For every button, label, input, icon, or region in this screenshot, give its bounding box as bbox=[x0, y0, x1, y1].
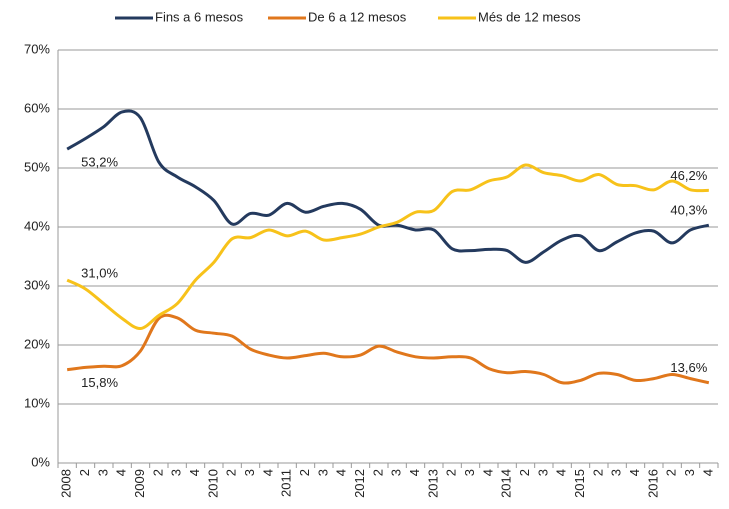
legend-label: Més de 12 mesos bbox=[478, 9, 581, 24]
x-tick-label: 4 bbox=[627, 469, 642, 476]
x-tick-label: 2014 bbox=[499, 469, 514, 498]
x-tick-label: 2010 bbox=[205, 469, 220, 498]
data-label: 31,0% bbox=[81, 266, 118, 281]
x-tick-label: 2 bbox=[664, 469, 679, 476]
x-tick-label: 3 bbox=[535, 469, 550, 476]
y-tick-label: 30% bbox=[24, 277, 50, 292]
data-label: 40,3% bbox=[670, 203, 707, 218]
data-label: 46,2% bbox=[670, 168, 707, 183]
data-label: 13,6% bbox=[670, 360, 707, 375]
x-tick-label: 4 bbox=[334, 469, 349, 476]
x-tick-label: 2011 bbox=[279, 469, 294, 497]
x-tick-label: 4 bbox=[114, 469, 129, 476]
x-tick-label: 4 bbox=[700, 469, 715, 476]
x-tick-label: 2 bbox=[517, 469, 532, 476]
line bbox=[66, 109, 710, 264]
x-tick-label: 4 bbox=[187, 469, 202, 476]
x-tick-label: 2 bbox=[224, 469, 239, 476]
x-tick-label: 3 bbox=[389, 469, 404, 476]
y-tick-label: 20% bbox=[24, 336, 50, 351]
x-tick-label: 2 bbox=[297, 469, 312, 476]
x-tick-label: 2 bbox=[150, 469, 165, 476]
x-tick-label: 4 bbox=[480, 469, 495, 476]
line bbox=[66, 163, 709, 330]
x-tick-label: 4 bbox=[260, 469, 275, 476]
legend-label: De 6 a 12 mesos bbox=[308, 9, 407, 24]
y-tick-label: 60% bbox=[24, 100, 50, 115]
x-tick-label: 2 bbox=[444, 469, 459, 476]
data-label: 15,8% bbox=[81, 375, 118, 390]
legend-label: Fins a 6 mesos bbox=[155, 9, 244, 24]
x-tick-label: 3 bbox=[242, 469, 257, 476]
x-tick-label: 3 bbox=[462, 469, 477, 476]
y-tick-label: 40% bbox=[24, 218, 50, 233]
x-tick-label: 2009 bbox=[132, 469, 147, 498]
x-tick-label: 3 bbox=[95, 469, 110, 476]
x-tick-label: 2 bbox=[77, 469, 92, 476]
y-tick-label: 10% bbox=[24, 395, 50, 410]
x-tick-label: 3 bbox=[682, 469, 697, 476]
x-tick-label: 3 bbox=[315, 469, 330, 476]
x-tick-label: 3 bbox=[609, 469, 624, 476]
x-tick-label: 4 bbox=[407, 469, 422, 476]
x-tick-label: 2013 bbox=[425, 469, 440, 498]
x-tick-label: 3 bbox=[169, 469, 184, 476]
x-tick-label: 2 bbox=[370, 469, 385, 476]
x-tick-label: 2015 bbox=[572, 469, 587, 498]
y-tick-label: 0% bbox=[31, 454, 50, 469]
line bbox=[66, 313, 710, 385]
x-tick-label: 2008 bbox=[59, 469, 74, 498]
data-label: 53,2% bbox=[81, 155, 118, 170]
y-tick-label: 50% bbox=[24, 159, 50, 174]
x-tick-label: 2012 bbox=[352, 469, 367, 498]
x-tick-label: 4 bbox=[554, 469, 569, 476]
x-tick-label: 2 bbox=[590, 469, 605, 476]
x-tick-label: 2016 bbox=[645, 469, 660, 498]
y-tick-label: 70% bbox=[24, 41, 50, 56]
